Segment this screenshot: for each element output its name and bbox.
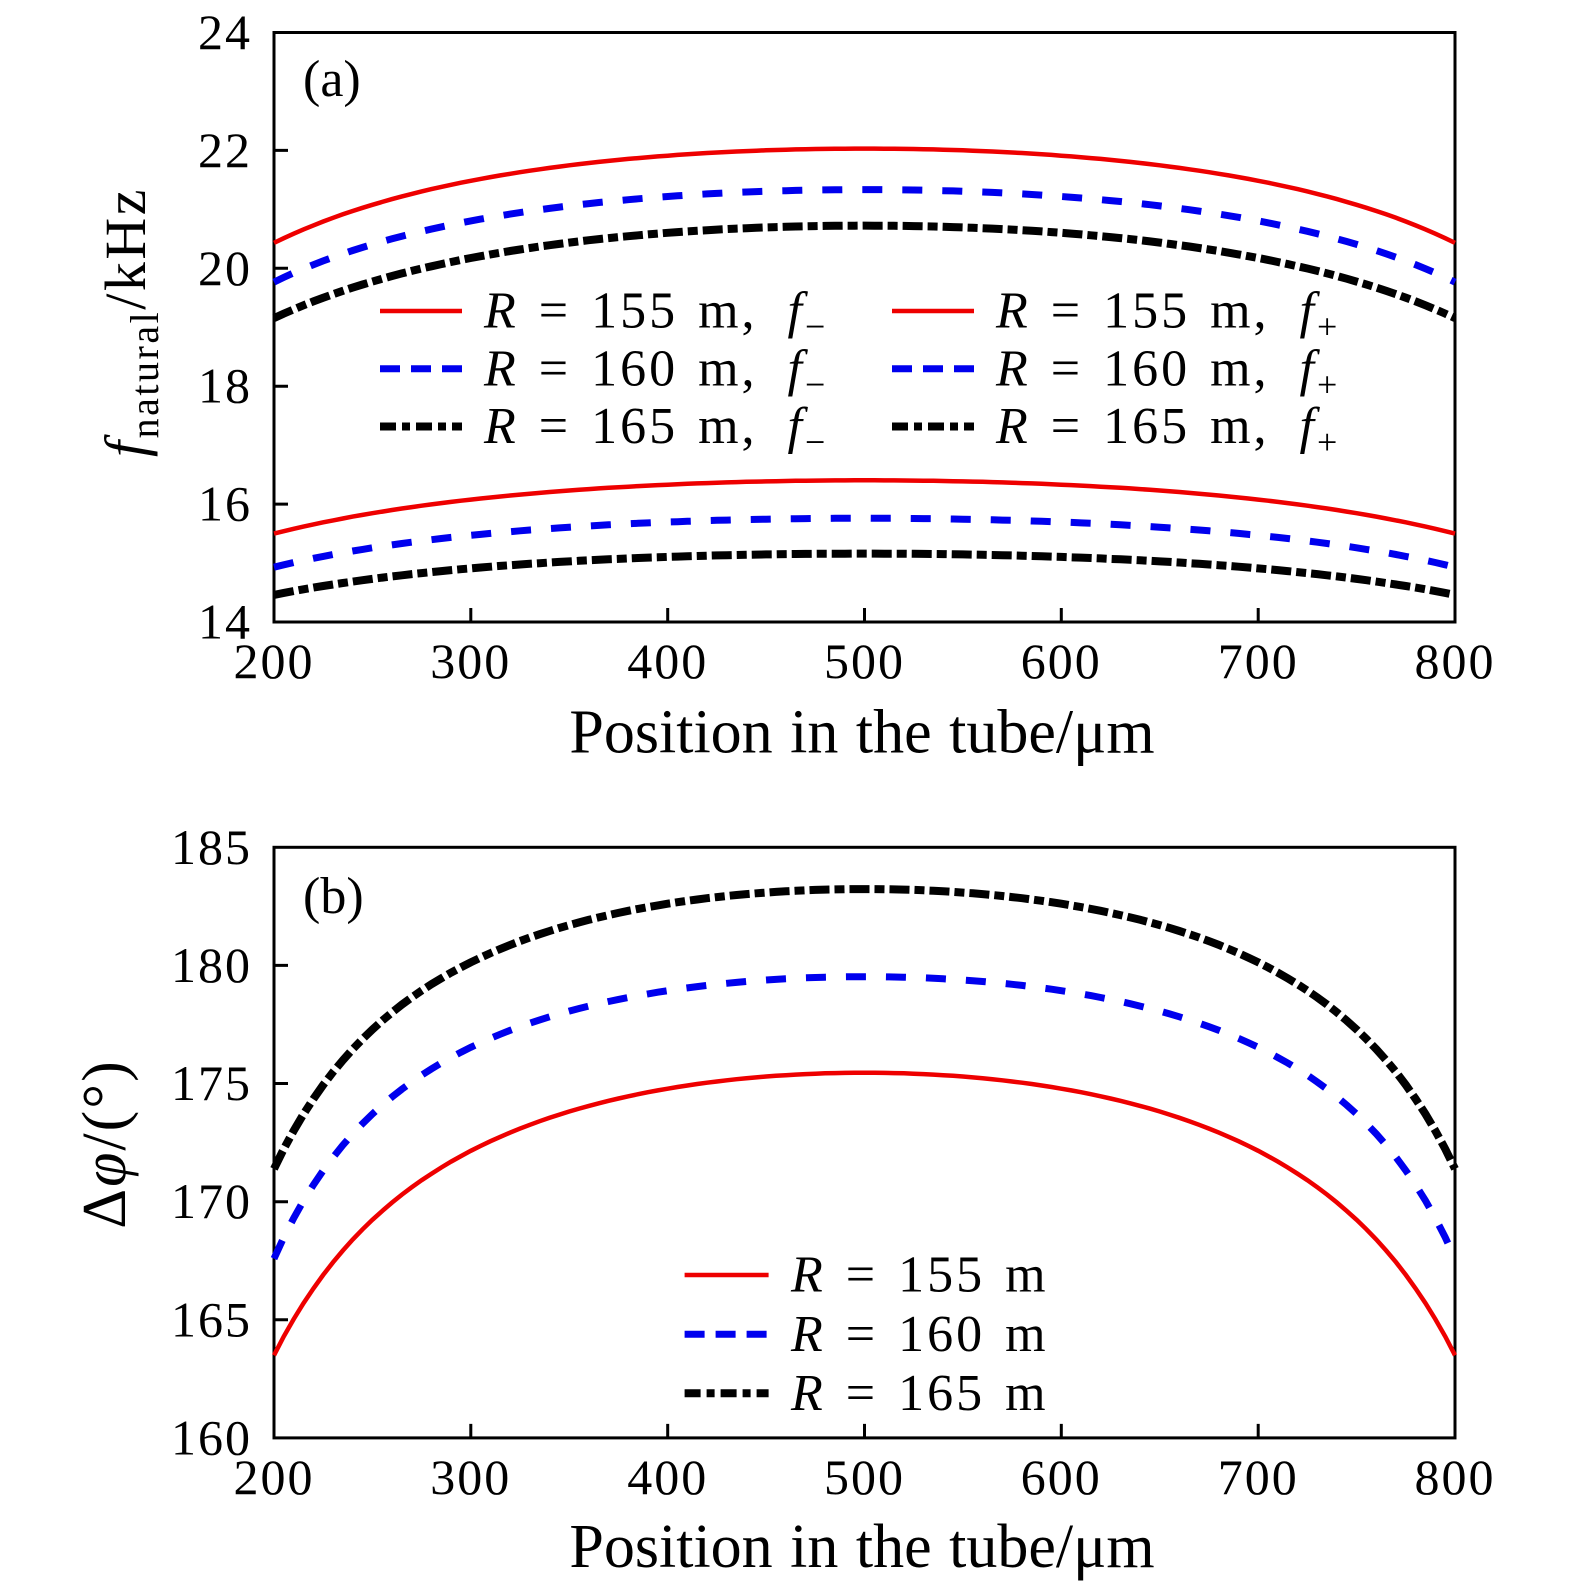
svg-text:14: 14 (198, 594, 252, 650)
svg-text:fnatural/kHz: fnatural/kHz (93, 187, 167, 457)
svg-text:R = 160 m: R = 160 m (790, 1306, 1049, 1363)
svg-text:R = 155 m, f−: R = 155 m, f− (483, 283, 828, 347)
svg-text:200: 200 (234, 633, 315, 689)
svg-text:185: 185 (171, 819, 252, 875)
svg-text:(b): (b) (303, 868, 364, 925)
svg-text:400: 400 (627, 1449, 708, 1505)
svg-text:R = 165 m, f−: R = 165 m, f− (483, 398, 828, 462)
svg-text:180: 180 (171, 937, 252, 993)
svg-text:24: 24 (198, 4, 252, 60)
svg-text:700: 700 (1218, 633, 1299, 689)
svg-text:20: 20 (198, 240, 252, 296)
svg-text:Position in the tube/μm: Position in the tube/μm (569, 1513, 1154, 1581)
svg-text:400: 400 (627, 633, 708, 689)
svg-text:R = 165 m, f+: R = 165 m, f+ (995, 398, 1340, 462)
svg-text:R = 155 m, f+: R = 155 m, f+ (995, 283, 1340, 347)
svg-text:700: 700 (1218, 1449, 1299, 1505)
svg-text:R = 155 m: R = 155 m (790, 1247, 1049, 1304)
svg-text:R = 165 m: R = 165 m (790, 1365, 1049, 1422)
svg-text:22: 22 (198, 122, 252, 178)
svg-text:160: 160 (171, 1409, 252, 1465)
svg-text:165: 165 (171, 1291, 252, 1347)
svg-text:600: 600 (1021, 1449, 1102, 1505)
svg-text:200: 200 (234, 1449, 315, 1505)
svg-text:(a): (a) (303, 51, 361, 108)
svg-text:18: 18 (198, 358, 252, 414)
svg-text:Position in the tube/μm: Position in the tube/μm (569, 699, 1154, 767)
svg-text:Δφ/(°): Δφ/(°) (71, 1059, 139, 1229)
svg-text:800: 800 (1415, 633, 1496, 689)
svg-text:800: 800 (1415, 1449, 1496, 1505)
svg-text:R = 160 m, f+: R = 160 m, f+ (995, 340, 1340, 404)
svg-text:300: 300 (430, 1449, 511, 1505)
svg-text:175: 175 (171, 1055, 252, 1111)
svg-text:170: 170 (171, 1173, 252, 1229)
svg-text:16: 16 (198, 476, 252, 532)
svg-text:R = 160 m, f−: R = 160 m, f− (483, 340, 828, 404)
svg-text:500: 500 (824, 1449, 905, 1505)
svg-text:300: 300 (430, 633, 511, 689)
svg-text:600: 600 (1021, 633, 1102, 689)
svg-text:500: 500 (824, 633, 905, 689)
